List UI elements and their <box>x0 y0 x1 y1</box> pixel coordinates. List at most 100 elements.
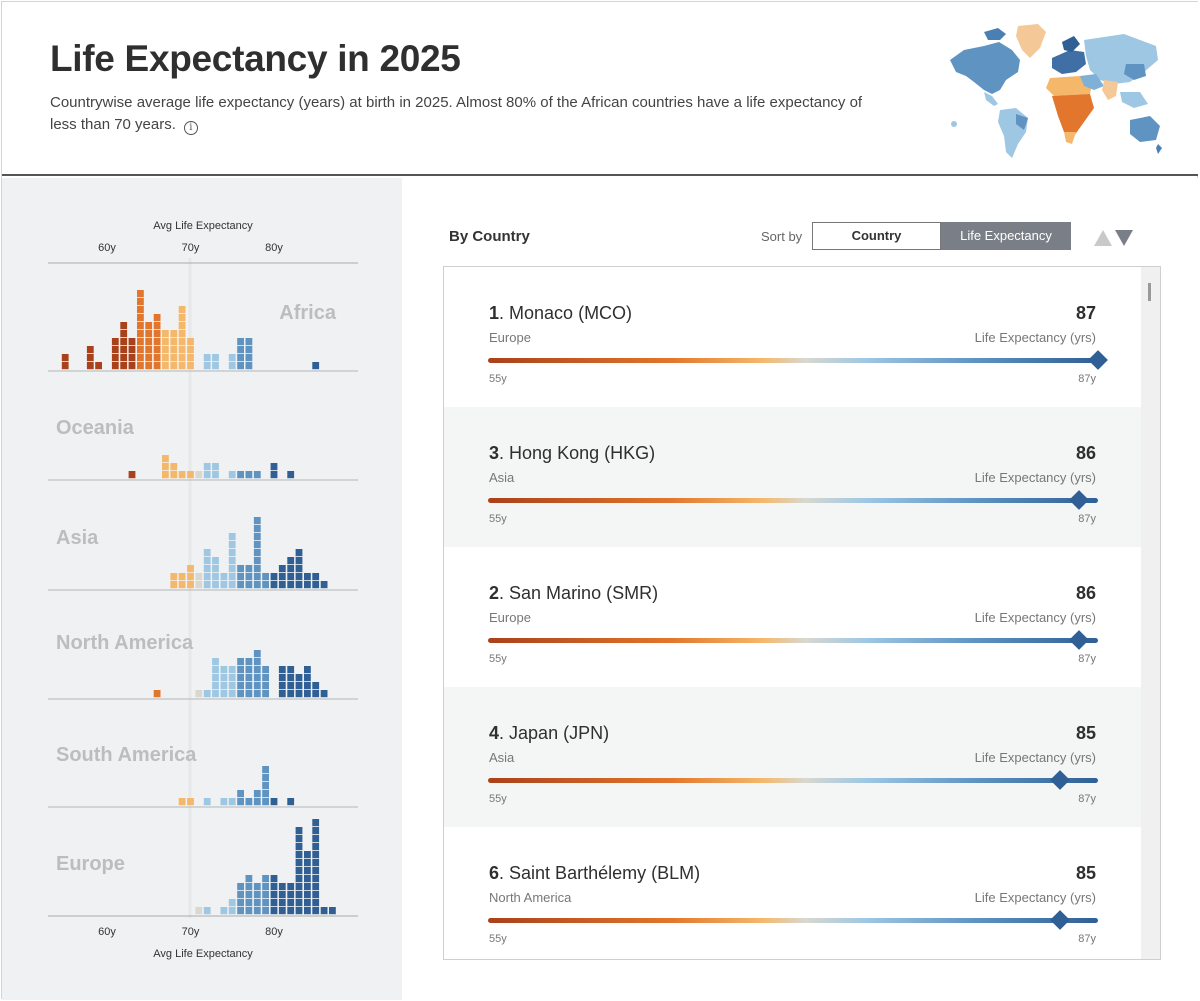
country-name: 2. San Marino (SMR) <box>489 583 658 604</box>
country-square <box>304 581 311 589</box>
country-square <box>253 798 261 806</box>
country-square <box>295 573 303 581</box>
country-list[interactable]: 1. Monaco (MCO) 87 Europe Life Expectancy (… <box>443 266 1161 960</box>
country-square <box>170 346 178 354</box>
country-square <box>153 314 161 322</box>
country-square <box>237 899 244 907</box>
country-square <box>162 455 169 463</box>
country-square <box>212 573 219 581</box>
country-square <box>253 471 261 479</box>
country-square <box>237 471 244 479</box>
country-square <box>170 338 178 346</box>
country-square <box>137 338 144 346</box>
country-square <box>245 565 253 573</box>
country-rows: 1. Monaco (MCO) 87 Europe Life Expectancy (… <box>444 267 1141 959</box>
country-square <box>295 565 303 573</box>
country-square <box>220 666 228 674</box>
world-map[interactable] <box>944 20 1166 162</box>
country-square <box>304 851 311 859</box>
country-square <box>162 330 169 338</box>
country-row[interactable]: 4. Japan (JPN) 85 Asia Life Expectancy (yrs… <box>444 687 1141 827</box>
unit-label: Life Expectancy (yrs) <box>974 330 1096 345</box>
country-square <box>253 899 261 907</box>
country-square <box>262 907 269 915</box>
country-square <box>86 346 94 354</box>
country-square <box>287 899 295 907</box>
country-square <box>228 354 236 362</box>
sort-country-button[interactable]: Country <box>812 222 941 250</box>
life-expectancy-value: 86 <box>1075 443 1096 463</box>
country-square <box>120 362 128 370</box>
country-square <box>253 557 261 565</box>
country-square <box>295 883 303 891</box>
country-square <box>86 354 94 362</box>
country-square <box>245 658 253 666</box>
country-square <box>203 557 211 565</box>
map-australia <box>1130 116 1160 142</box>
sort-ascending-icon[interactable] <box>1094 230 1112 246</box>
country-square <box>228 565 236 573</box>
country-square <box>153 330 161 338</box>
country-square <box>170 362 178 370</box>
sort-life-expectancy-button[interactable]: Life Expectancy <box>941 222 1071 250</box>
country-row[interactable]: 6. Saint Barthélemy (BLM) 85 North America… <box>444 827 1141 959</box>
country-square <box>245 891 253 899</box>
scroll-thumb[interactable] <box>1148 283 1151 301</box>
country-square <box>295 549 303 557</box>
country-square <box>237 581 244 589</box>
country-square <box>61 354 69 362</box>
country-square <box>237 666 244 674</box>
histogram-chart: Avg Life Expectancy 60y 70y 80y Africa Oceani… <box>48 220 358 960</box>
country-square <box>137 314 144 322</box>
country-square <box>178 471 186 479</box>
map-africa-north <box>1046 76 1092 96</box>
country-square <box>128 362 136 370</box>
country-square <box>262 766 269 774</box>
country-row[interactable]: 2. San Marino (SMR) 86 Europe Life Expectan… <box>444 547 1141 687</box>
country-square <box>120 338 128 346</box>
map-southeast-asia <box>1120 92 1148 108</box>
scrollbar[interactable] <box>1141 267 1160 959</box>
x-tick-label-bottom: 60y <box>98 926 116 938</box>
country-square <box>145 338 153 346</box>
country-square <box>278 666 286 674</box>
country-square <box>111 338 119 346</box>
country-square <box>312 875 320 883</box>
country-square <box>312 827 320 835</box>
country-row[interactable]: 1. Monaco (MCO) 87 Europe Life Expectancy (… <box>444 267 1141 407</box>
country-square <box>237 674 244 682</box>
country-square <box>212 666 219 674</box>
country-square <box>245 581 253 589</box>
country-square <box>153 346 161 354</box>
country-square <box>178 798 186 806</box>
region-label-asia: Asia <box>56 527 99 549</box>
country-square <box>162 471 169 479</box>
map-europe <box>1052 50 1086 74</box>
country-square <box>195 581 203 589</box>
country-square <box>220 674 228 682</box>
country-square <box>312 899 320 907</box>
country-square <box>178 314 186 322</box>
country-square <box>61 362 69 370</box>
country-square <box>287 471 295 479</box>
country-square <box>187 354 194 362</box>
country-square <box>137 298 144 306</box>
x-tick-label-bottom: 80y <box>265 926 283 938</box>
country-square <box>128 354 136 362</box>
country-square <box>228 471 236 479</box>
rank-dot: . <box>499 443 510 463</box>
country-square <box>137 306 144 314</box>
country-square <box>278 682 286 690</box>
country-square <box>262 790 269 798</box>
country-square <box>203 549 211 557</box>
country-square <box>295 851 303 859</box>
sort-descending-icon[interactable] <box>1115 230 1133 246</box>
map-east-asia <box>1124 64 1146 80</box>
country-square <box>304 674 311 682</box>
country-row[interactable]: 3. Hong Kong (HKG) 86 Asia Life Expectancy … <box>444 407 1141 547</box>
country-square <box>170 463 178 471</box>
country-square <box>237 354 244 362</box>
country-square <box>312 362 320 370</box>
scale-min-label: 55y <box>489 373 507 385</box>
info-icon[interactable]: i <box>183 121 198 135</box>
